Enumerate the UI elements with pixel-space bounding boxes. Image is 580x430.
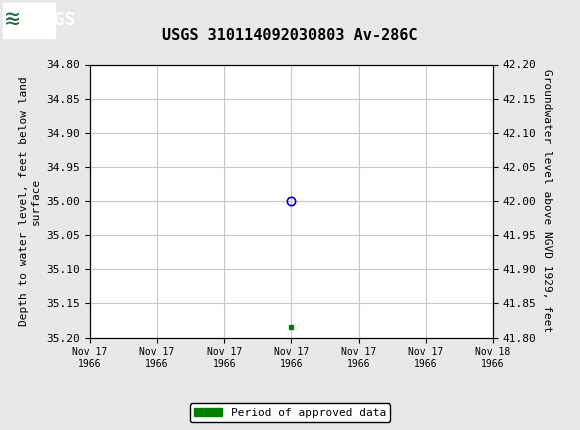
FancyBboxPatch shape <box>3 3 55 37</box>
Y-axis label: Depth to water level, feet below land
surface: Depth to water level, feet below land su… <box>19 76 41 326</box>
Text: ≋: ≋ <box>5 9 20 32</box>
Legend: Period of approved data: Period of approved data <box>190 403 390 422</box>
Text: USGS: USGS <box>32 12 75 29</box>
Text: USGS 310114092030803 Av-286C: USGS 310114092030803 Av-286C <box>162 28 418 43</box>
Y-axis label: Groundwater level above NGVD 1929, feet: Groundwater level above NGVD 1929, feet <box>542 69 552 333</box>
